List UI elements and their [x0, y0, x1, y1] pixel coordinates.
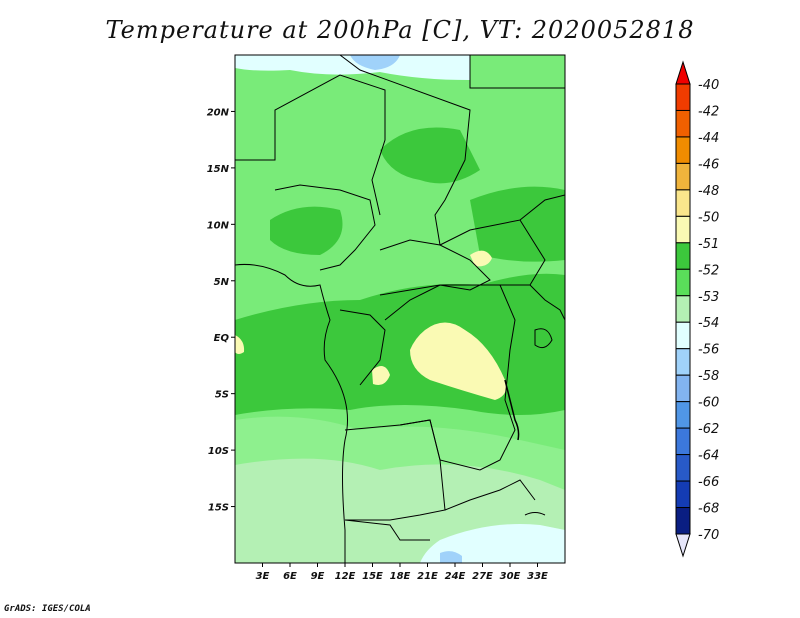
colorbar-label: -52 [698, 263, 719, 278]
colorbar-label: -42 [698, 104, 719, 119]
border-nigeria [274, 184, 376, 271]
x-axis: 3E 6E 9E 12E 15E 18E 21E 24E 27E 30E 33E [256, 563, 548, 582]
colorbar-label: -54 [698, 316, 719, 331]
border-south-sudan [439, 219, 546, 286]
y-tick-label: 10N [207, 220, 230, 231]
colorbar-swatch [675, 136, 691, 164]
map-title: Temperature at 200hPa [C], VT: 202005281… [105, 16, 695, 44]
colorbar-label: -60 [698, 396, 719, 411]
y-tick-label: 15N [207, 164, 230, 175]
x-tick-label: 27E [472, 571, 493, 582]
x-tick-label: 12E [335, 571, 356, 582]
x-tick-label: 18E [390, 571, 411, 582]
lake-tanganyika [504, 379, 520, 441]
colorbar-swatch [675, 109, 691, 138]
field-band-52-north [380, 127, 480, 184]
border-namibia [344, 519, 430, 541]
border-car [379, 239, 491, 296]
colorbar-label: -70 [698, 528, 719, 543]
colorbar-swatch [675, 162, 691, 191]
colorbar-bottom-triangle [675, 533, 691, 558]
colorbar-label: -68 [698, 502, 719, 517]
colorbar-swatch [675, 268, 691, 297]
field-patch-51-west [372, 366, 390, 385]
colorbar-label: -56 [698, 343, 719, 358]
border-ethiopia [519, 194, 565, 221]
field-patch-56-north [235, 55, 470, 80]
colorbar-swatch [675, 295, 691, 323]
x-tick-label: 15E [362, 571, 383, 582]
colorbar-label: -53 [698, 290, 719, 305]
colorbar-label: -44 [698, 131, 719, 146]
lake-victoria [534, 328, 553, 349]
x-tick-label: 6E [283, 571, 297, 582]
colorbar-label: -62 [698, 422, 719, 437]
x-tick-label: 24E [445, 571, 466, 582]
coastline-west-africa [235, 264, 348, 563]
colorbar-label: -58 [698, 369, 719, 384]
colorbar-swatch [675, 480, 691, 509]
lake-malawi [524, 512, 546, 516]
colorbar-swatch [675, 427, 691, 456]
colorbar-swatch [675, 321, 691, 350]
colorbar-swatch [675, 374, 691, 403]
grads-credit: GrADS: IGES/COLA [4, 604, 91, 614]
colorbar-swatch [675, 189, 691, 217]
border-chad-sudan [339, 55, 471, 246]
border-egypt [469, 55, 565, 89]
temperature-field [235, 55, 565, 563]
border-angola [344, 419, 446, 521]
field-patch-58-south [440, 551, 462, 563]
colorbar-label: -46 [698, 157, 719, 172]
x-tick-label: 21E [417, 571, 438, 582]
x-tick-label: 30E [500, 571, 521, 582]
colorbar: -40 -42 -44 -46 -48 -50 -51 -52 -53 -54 -56 -58 -60 -… [675, 60, 719, 558]
colorbar-swatch [675, 215, 691, 244]
x-tick-label: 3E [256, 571, 270, 582]
field-patch-51-north [470, 250, 492, 267]
colorbar-label: -40 [698, 78, 719, 93]
y-tick-label: 10S [208, 446, 229, 457]
colorbar-top-triangle [675, 60, 691, 85]
border-congo [339, 309, 386, 386]
x-tick-label: 9E [311, 571, 325, 582]
colorbar-swatch [675, 83, 691, 111]
x-tick-label: 33E [527, 571, 548, 582]
colorbar-swatch [675, 242, 691, 270]
colorbar-swatch [675, 454, 691, 482]
field-patch-52-west [270, 206, 343, 255]
field-patch-51-coast [235, 335, 245, 354]
country-borders [235, 55, 565, 563]
y-tick-label: 5N [214, 277, 230, 288]
border-east [529, 284, 565, 321]
colorbar-label: -48 [698, 184, 719, 199]
border-sahara [235, 74, 386, 216]
colorbar-swatch [675, 507, 691, 535]
y-tick-label: EQ [214, 333, 230, 344]
colorbar-swatch [675, 401, 691, 429]
y-axis: 20N 15N 10N 5N EQ 5S 10S 15S [207, 107, 235, 514]
y-tick-label: 20N [207, 107, 230, 118]
colorbar-label: -50 [698, 210, 719, 225]
colorbar-label: -66 [698, 475, 719, 490]
y-tick-label: 15S [208, 503, 229, 514]
border-zambia [444, 479, 536, 511]
field-patch-51-congo [410, 322, 507, 400]
field-patch-58-north [350, 55, 400, 70]
colorbar-swatch [675, 348, 691, 376]
field-band-52-east [470, 186, 565, 262]
y-tick-label: 5S [215, 390, 229, 401]
colorbar-label: -64 [698, 449, 719, 464]
colorbar-label: -51 [698, 237, 719, 252]
